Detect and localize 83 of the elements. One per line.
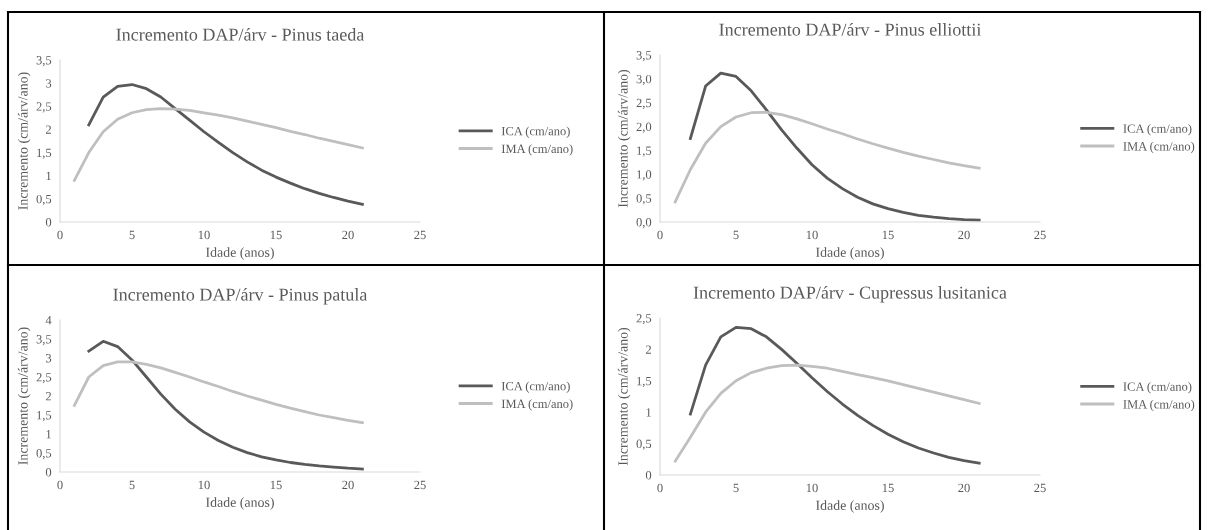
- chart-title: Incremento DAP/árv - Cupressus lusitanica: [693, 286, 1007, 303]
- x-tick-label: 25: [1034, 230, 1046, 240]
- x-tick-label: 25: [414, 230, 426, 240]
- x-axis-title: Idade (anos): [205, 497, 274, 510]
- x-tick-label: 0: [657, 483, 663, 493]
- x-tick-label: 10: [806, 230, 818, 240]
- y-axis-title: Incremento (cm/árv/ano): [17, 72, 31, 210]
- chart-title: Incremento DAP/árv - Pinus taeda: [116, 28, 365, 41]
- y-tick-label: 0: [645, 471, 652, 480]
- legend-label: ICA (cm/ano): [501, 126, 570, 138]
- legend-label: ICA (cm/ano): [1123, 382, 1192, 394]
- x-tick-label: 15: [270, 230, 282, 240]
- legend-label: ICA (cm/ano): [1123, 124, 1192, 136]
- x-tick-label: 20: [958, 230, 970, 240]
- line-series: [673, 110, 981, 204]
- x-tick-label: 10: [806, 483, 818, 493]
- y-tick-label: 0: [45, 468, 52, 477]
- y-tick-label: 0,5: [36, 449, 52, 460]
- y-tick-label: 1,5: [37, 411, 52, 422]
- x-tick-label: 10: [198, 480, 210, 490]
- legend-label: IMA (cm/ano): [1123, 399, 1195, 412]
- x-tick-label: 0: [657, 230, 663, 240]
- x-tick-label: 25: [414, 480, 426, 490]
- line-series: [87, 83, 364, 206]
- x-tick-label: 10: [198, 230, 210, 240]
- legend-label: IMA (cm/ano): [501, 399, 573, 411]
- y-tick-label: 3,5: [36, 56, 52, 67]
- legend-label: IMA (cm/ano): [1123, 141, 1195, 154]
- y-tick-label: 1: [646, 408, 651, 417]
- y-tick-label: 2,5: [36, 102, 52, 113]
- legend-label: ICA (cm/ano): [501, 381, 570, 393]
- x-tick-label: 5: [129, 230, 135, 240]
- x-tick-label: 5: [129, 480, 135, 490]
- y-tick-label: 0,5: [636, 439, 652, 450]
- y-tick-label: 1,5: [37, 148, 52, 159]
- y-tick-label: 2,5: [636, 314, 652, 325]
- x-tick-label: 0: [57, 230, 63, 240]
- y-axis-title: Incremento (cm/árv/ano): [617, 69, 631, 208]
- y-tick-label: 1: [46, 430, 51, 439]
- y-tick-label: 1,0: [637, 170, 652, 181]
- x-tick-label: 15: [270, 480, 282, 490]
- y-tick-label: 3,5: [36, 335, 52, 346]
- y-tick-label: 0: [45, 218, 52, 227]
- y-tick-label: 1,5: [637, 376, 652, 388]
- line-series: [673, 363, 981, 463]
- y-tick-label: 2,0: [636, 122, 652, 133]
- y-tick-label: 0,5: [636, 194, 652, 205]
- y-tick-label: 3,0: [636, 74, 652, 86]
- y-tick-label: 3,5: [636, 51, 652, 62]
- y-tick-label: 2: [45, 392, 51, 401]
- x-tick-label: 20: [342, 230, 354, 240]
- x-tick-label: 15: [882, 230, 894, 240]
- x-tick-label: 15: [882, 483, 894, 493]
- y-tick-label: 3: [46, 79, 52, 88]
- line-series: [73, 107, 364, 182]
- x-axis-title: Idade (anos): [815, 247, 884, 260]
- y-tick-label: 1,5: [637, 146, 652, 157]
- y-tick-label: 2,5: [636, 98, 652, 109]
- y-tick-label: 4: [45, 316, 52, 325]
- x-tick-label: 20: [958, 483, 970, 493]
- x-tick-label: 5: [733, 230, 739, 240]
- y-tick-label: 2: [45, 125, 51, 134]
- chart-title: Incremento DAP/árv - Pinus patula: [113, 288, 368, 305]
- y-axis-title: Incremento (cm/árv/ano): [17, 327, 31, 465]
- x-tick-label: 0: [57, 480, 63, 490]
- y-tick-label: 3: [46, 354, 52, 363]
- legend-label: IMA (cm/ano): [501, 144, 573, 156]
- x-tick-label: 25: [1034, 483, 1046, 493]
- line-series: [73, 360, 364, 424]
- x-axis-title: Idade (anos): [205, 247, 274, 260]
- y-tick-label: 0,5: [36, 194, 52, 206]
- x-tick-label: 5: [733, 483, 739, 493]
- y-tick-label: 2,5: [36, 373, 52, 384]
- line-series: [87, 339, 364, 471]
- line-series: [689, 326, 981, 465]
- y-tick-label: 0,0: [636, 218, 652, 229]
- y-tick-label: 1: [46, 171, 51, 181]
- y-axis-title: Incremento (cm/árv/ano): [617, 327, 631, 466]
- x-axis-title: Idade (anos): [815, 500, 884, 513]
- x-tick-label: 20: [342, 480, 354, 490]
- line-series: [689, 71, 981, 222]
- chart-title: Incremento DAP/árv - Pinus elliottii: [719, 23, 982, 36]
- y-tick-label: 2: [645, 345, 651, 354]
